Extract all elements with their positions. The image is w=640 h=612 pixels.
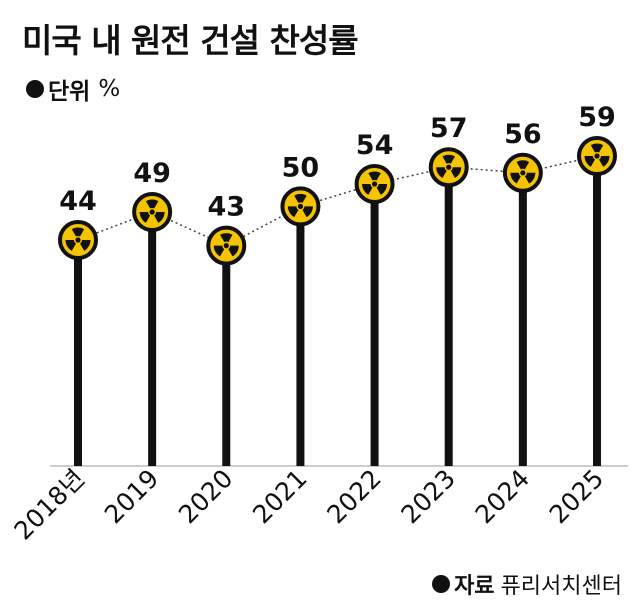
data-label: 50 <box>282 152 320 183</box>
x-tick-label: 2018년 <box>8 464 90 546</box>
radiation-blade <box>71 227 85 237</box>
data-label: 44 <box>59 186 97 217</box>
radiation-blade <box>368 171 381 181</box>
radiation-blade <box>213 245 225 257</box>
radiation-blade <box>524 172 536 184</box>
data-label: 57 <box>430 113 468 144</box>
radiation-core <box>223 243 229 249</box>
radiation-core <box>371 181 378 187</box>
radiation-core <box>297 203 304 209</box>
radiation-core <box>520 170 526 176</box>
source-note: 자료 퓨리서치센터 <box>432 568 622 600</box>
radiation-icon <box>206 225 247 266</box>
source-label: 자료 <box>454 574 495 599</box>
radiation-core <box>446 164 452 170</box>
radiation-blade <box>154 212 165 223</box>
radiation-blade <box>220 233 233 243</box>
radiation-blade <box>145 199 159 209</box>
unit-note: 단위 % <box>26 72 120 106</box>
radiation-blade <box>302 206 313 218</box>
x-tick-label: 2023 <box>395 464 460 529</box>
x-tick-label: 2020 <box>173 464 238 529</box>
radiation-blade <box>590 143 604 153</box>
data-label: 43 <box>207 192 245 223</box>
radiation-blade <box>442 154 455 164</box>
bullet-icon <box>432 575 451 593</box>
radiation-blade <box>65 240 76 251</box>
radiation-blade <box>294 193 307 203</box>
x-tick-label: 2025 <box>544 464 609 529</box>
radiation-blade <box>80 240 91 251</box>
data-label: 49 <box>133 158 171 189</box>
radiation-core <box>75 237 81 243</box>
radiation-icon <box>354 164 395 204</box>
radiation-blade <box>362 184 373 195</box>
radiation-core <box>594 153 600 159</box>
unit-label: 단위 <box>48 79 91 105</box>
radiation-blade <box>376 184 388 195</box>
radiation-icon <box>58 220 98 260</box>
radiation-icon <box>280 186 321 227</box>
radiation-blade <box>228 245 239 257</box>
radiation-blade <box>510 172 521 184</box>
data-label: 54 <box>356 130 394 161</box>
unit-value: % <box>98 76 121 102</box>
radiation-icon <box>132 192 173 232</box>
radiation-blade <box>287 206 299 218</box>
radiation-blade <box>599 156 610 167</box>
radiation-blade <box>450 167 462 179</box>
radiation-blade <box>516 160 530 170</box>
radiation-blade <box>139 212 151 223</box>
x-tick-label: 2024 <box>470 464 535 529</box>
radiation-blade <box>436 167 447 179</box>
data-label: 56 <box>504 119 542 150</box>
data-label: 59 <box>578 102 616 133</box>
x-tick-label: 2022 <box>321 464 386 529</box>
x-tick-label: 2021 <box>247 464 312 529</box>
radiation-core <box>149 209 155 215</box>
bullet-icon <box>26 80 44 98</box>
radiation-icon <box>577 136 617 176</box>
source-value: 퓨리서치센터 <box>500 574 622 599</box>
x-tick-label: 2019 <box>99 464 164 529</box>
chart-title: 미국 내 원전 건설 찬성률 <box>22 21 359 60</box>
radiation-icon <box>428 147 469 188</box>
radiation-blade <box>584 156 595 167</box>
radiation-icon <box>502 152 543 193</box>
